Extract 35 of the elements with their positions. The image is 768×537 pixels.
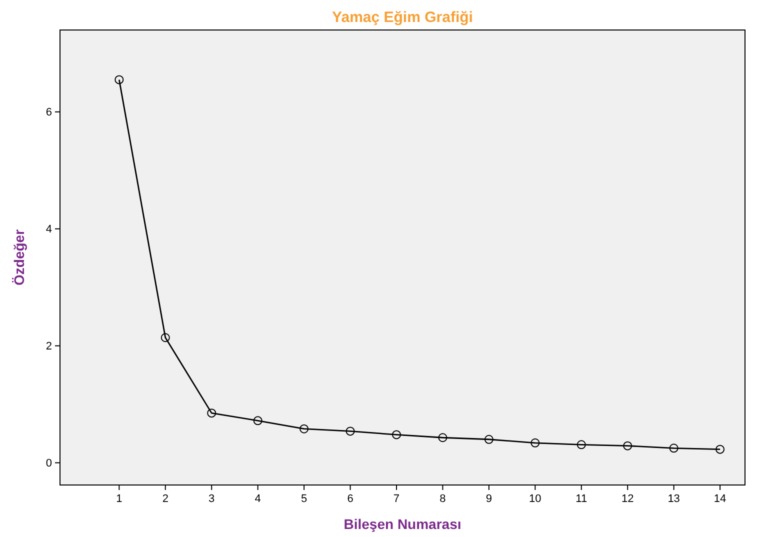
point [114,75,124,84]
y-tick-label: 0 [46,458,52,470]
x-tick-label: 10 [529,493,542,505]
point [669,444,678,453]
x-tick-label: 14 [714,493,726,505]
point [716,444,725,454]
y-tick-label: 6 [46,106,52,119]
y-tick-label: 4 [46,224,52,236]
x-tick-label: 7 [393,493,400,505]
point [623,441,632,450]
x-tick-label: 11 [576,493,588,505]
point [160,333,170,342]
point [392,430,401,440]
x-tick-label: 2 [162,493,168,505]
point [576,440,586,450]
point [484,434,494,444]
x-tick-label: 3 [208,493,215,505]
point [207,408,216,418]
point [438,433,448,442]
point [300,424,309,434]
x-tick-label: 13 [668,493,680,505]
point [530,438,540,448]
chart-title: Yamaç Eğim Grafiği [332,9,473,26]
x-tick-label: 6 [347,493,354,505]
x-tick-label: 9 [486,493,492,505]
point [253,416,262,426]
y-axis-title: Özdeğer [11,228,27,286]
x-tick-label: 8 [440,493,446,505]
x-tick-label: 1 [116,493,122,505]
point [346,426,355,436]
x-tick-label: 5 [300,493,308,505]
y-tick-label: 2 [46,340,52,353]
x-tick-label: 4 [254,493,261,505]
x-axis-title: Bileşen Numarası [344,516,462,532]
x-tick-label: 12 [621,493,634,505]
